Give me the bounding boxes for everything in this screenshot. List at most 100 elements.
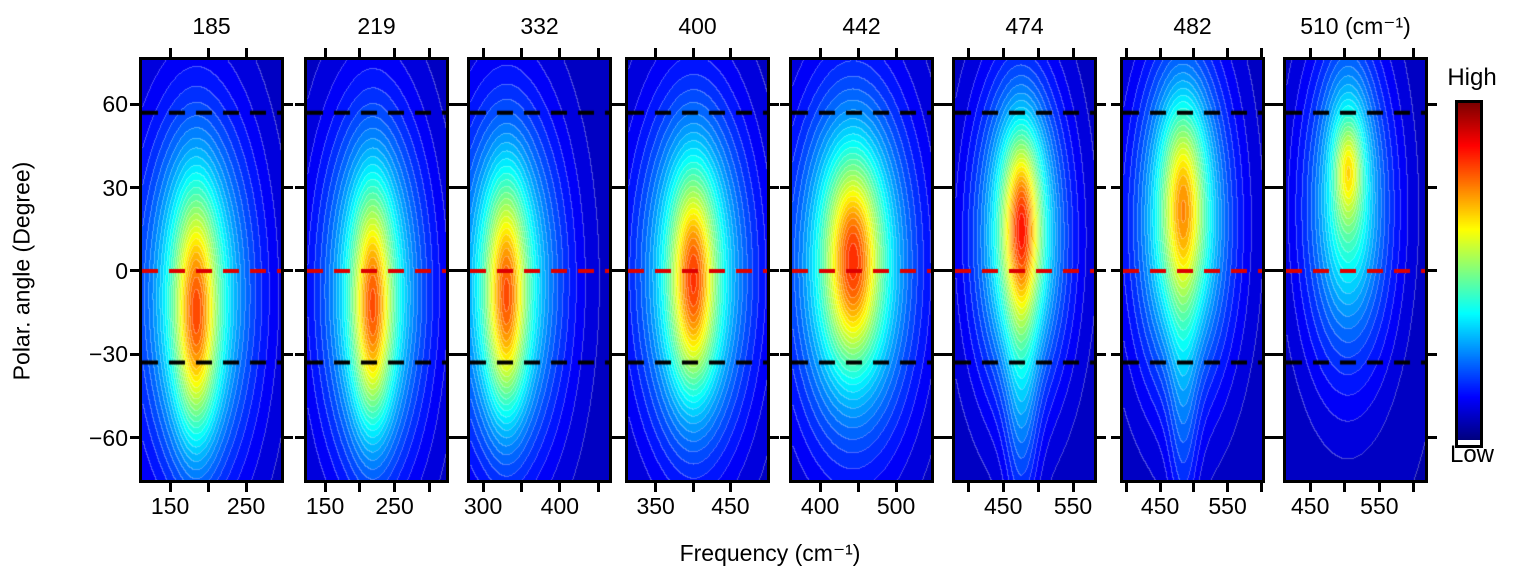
y-tick	[1097, 102, 1106, 106]
panel-title-474: 474	[1005, 13, 1044, 39]
panel-title-482: 482	[1173, 13, 1212, 39]
y-tick	[780, 352, 789, 356]
x-tick	[1259, 483, 1263, 492]
x-tick	[654, 48, 658, 57]
x-tick	[168, 483, 172, 492]
y-tick	[449, 352, 458, 356]
x-tick	[168, 48, 172, 57]
y-tick	[130, 102, 139, 106]
x-tick	[323, 483, 327, 492]
x-tick	[728, 48, 732, 57]
y-tick	[1097, 352, 1106, 356]
x-tick	[818, 48, 822, 57]
x-tick-label: 300	[463, 493, 503, 519]
x-tick	[1412, 48, 1416, 57]
x-tick-label: 450	[984, 493, 1023, 519]
y-tick	[780, 186, 789, 190]
x-tick	[393, 48, 397, 57]
panel-frame-442	[789, 57, 934, 483]
x-tick-label: 450	[711, 493, 750, 519]
y-tick	[458, 102, 467, 106]
x-tick	[856, 483, 860, 492]
x-tick	[481, 483, 485, 492]
y-tick	[934, 186, 943, 190]
y-tick	[943, 186, 952, 190]
y-tick	[770, 102, 779, 106]
y-tick	[943, 352, 952, 356]
contour-canvas-219	[307, 60, 446, 480]
y-tick	[616, 186, 625, 190]
x-tick-label: 150	[150, 493, 190, 519]
x-tick	[596, 48, 600, 57]
x-tick	[1308, 48, 1312, 57]
x-tick	[1001, 48, 1005, 57]
x-tick	[691, 48, 695, 57]
y-tick	[284, 102, 293, 106]
y-tick	[934, 102, 943, 106]
panel-frame-510	[1283, 57, 1428, 483]
panel-title-332: 332	[520, 13, 559, 39]
y-tick	[449, 436, 458, 440]
x-tick-label: 250	[226, 493, 266, 519]
x-tick-label: 250	[375, 493, 414, 519]
x-tick-label: 150	[305, 493, 345, 519]
y-tick	[1274, 186, 1283, 190]
y-tick-label: 60	[102, 91, 128, 118]
y-tick	[1274, 102, 1283, 106]
y-tick-label: 0	[115, 257, 128, 284]
panel-frame-474	[952, 57, 1097, 483]
x-tick	[519, 48, 523, 57]
x-tick	[818, 483, 822, 492]
x-tick	[519, 483, 523, 492]
y-tick	[1111, 352, 1120, 356]
x-tick	[393, 483, 397, 492]
contour-canvas-510	[1286, 60, 1425, 480]
x-tick	[1124, 48, 1128, 57]
y-tick	[130, 352, 139, 356]
y-tick	[449, 269, 458, 273]
y-tick	[770, 352, 779, 356]
y-tick	[616, 352, 625, 356]
x-tick	[1226, 48, 1230, 57]
y-tick	[1111, 102, 1120, 106]
x-tick-label: 550	[1053, 493, 1093, 519]
x-tick	[427, 48, 431, 57]
x-tick-label: 400	[800, 493, 840, 519]
x-tick-label: 450	[1140, 493, 1180, 519]
x-tick	[558, 48, 562, 57]
panel-frame-482	[1120, 57, 1265, 483]
x-axis-label: Frequency (cm⁻¹)	[679, 540, 861, 566]
y-tick	[1274, 352, 1283, 356]
colorbar	[1455, 100, 1483, 448]
y-tick	[770, 436, 779, 440]
x-tick-label: 400	[540, 493, 580, 519]
x-tick	[358, 483, 362, 492]
y-tick	[780, 436, 789, 440]
y-tick	[616, 102, 625, 106]
x-tick	[1377, 48, 1381, 57]
panel-title-442: 442	[842, 13, 881, 39]
x-tick	[481, 48, 485, 57]
panel-title-185: 185	[192, 13, 231, 39]
y-tick	[295, 436, 304, 440]
x-tick	[206, 483, 210, 492]
y-tick	[130, 186, 139, 190]
y-tick	[616, 269, 625, 273]
panel-title-400: 400	[678, 13, 717, 39]
y-tick	[458, 186, 467, 190]
panel-frame-185	[139, 57, 284, 483]
y-tick	[295, 269, 304, 273]
contour-canvas-185	[142, 60, 281, 480]
panel-frame-332	[467, 57, 612, 483]
x-tick	[1226, 483, 1230, 492]
x-tick	[1343, 48, 1347, 57]
colorbar-gradient	[1458, 103, 1480, 440]
y-tick	[943, 269, 952, 273]
x-tick	[427, 483, 431, 492]
y-tick	[1097, 436, 1106, 440]
y-tick-label: 30	[102, 174, 128, 201]
x-tick	[894, 48, 898, 57]
x-tick-label: 350	[636, 493, 675, 519]
x-tick	[1412, 483, 1416, 492]
contour-canvas-400	[628, 60, 767, 480]
